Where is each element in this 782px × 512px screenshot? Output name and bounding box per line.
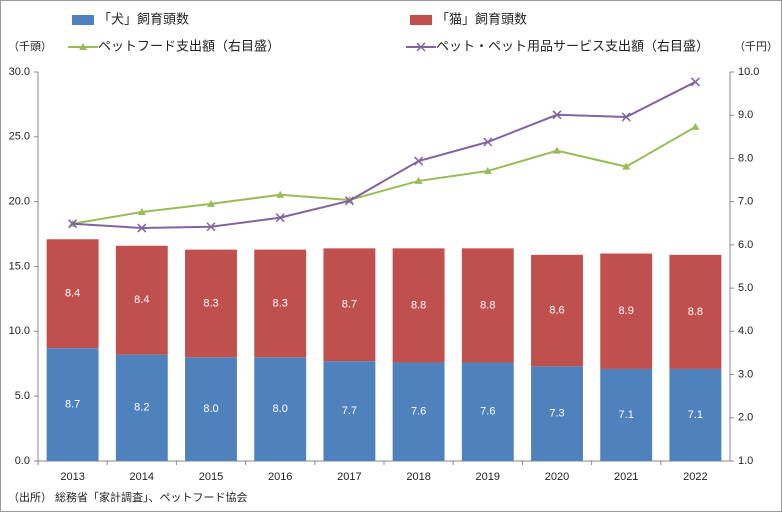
bar-value-label: 7.6	[480, 406, 495, 418]
bar	[254, 249, 307, 358]
y2-tick-label: 10.0	[738, 66, 759, 78]
y2-tick-label: 6.0	[738, 239, 753, 251]
bar	[46, 348, 99, 461]
bar	[669, 254, 722, 369]
bar-value-label: 7.7	[342, 405, 357, 417]
bar-value-label: 8.8	[688, 306, 703, 318]
y2-tick-label: 4.0	[738, 325, 753, 337]
x-tick-label: 2016	[268, 471, 292, 483]
line	[72, 81, 696, 230]
y2-tick-label: 5.0	[738, 282, 753, 294]
y2-unit-label: （千円）	[734, 40, 778, 53]
y-tick-label: 0.0	[15, 455, 30, 467]
bar-value-label: 8.3	[273, 297, 288, 309]
line-marker	[276, 190, 285, 198]
bar	[185, 249, 237, 358]
y-tick-label: 30.0	[9, 66, 30, 78]
x-tick-label: 2018	[406, 471, 430, 483]
bar	[531, 254, 583, 367]
line-marker	[621, 112, 631, 122]
legend-label: ペット・ペット用品サービス支出額（右目盛）	[436, 38, 709, 53]
legend-marker	[416, 42, 426, 52]
x-tick-label: 2020	[545, 471, 569, 483]
y2-tick-label: 9.0	[738, 109, 753, 121]
bar-value-label: 8.4	[134, 294, 149, 306]
bar-value-label: 8.6	[549, 304, 564, 316]
bar-value-label: 8.0	[273, 403, 288, 415]
line-marker	[414, 176, 423, 184]
line-marker	[691, 122, 700, 130]
line-marker	[483, 137, 493, 147]
line-marker	[68, 219, 78, 229]
y2-tick-label: 8.0	[738, 152, 753, 164]
y2-tick-label: 7.0	[738, 196, 753, 208]
bar-value-label: 8.8	[411, 299, 426, 311]
bar	[46, 239, 99, 349]
bar-value-label: 7.3	[549, 408, 564, 420]
y-tick-label: 20.0	[9, 196, 30, 208]
bar-value-label: 7.1	[688, 409, 703, 421]
y-tick-label: 5.0	[15, 390, 30, 402]
line-marker	[275, 213, 285, 223]
legend-swatch	[410, 15, 432, 25]
x-tick-label: 2013	[60, 471, 84, 483]
line-marker	[344, 196, 354, 206]
bar-value-label: 8.2	[134, 402, 149, 414]
line-marker	[206, 222, 216, 232]
bar	[600, 368, 653, 461]
line-marker	[137, 208, 146, 216]
bar-value-label: 7.6	[411, 406, 426, 418]
line	[72, 126, 696, 225]
legend-label: ペットフード支出額（右目盛）	[98, 38, 280, 53]
bar	[531, 366, 583, 461]
bar	[600, 253, 653, 369]
line-marker	[552, 110, 562, 120]
line-marker	[622, 162, 631, 170]
x-tick-label: 2022	[683, 471, 707, 483]
legend-label: 「犬」飼育頭数	[98, 11, 189, 26]
x-tick-label: 2017	[337, 471, 361, 483]
bar-value-label: 8.9	[619, 305, 634, 317]
bar	[323, 361, 376, 461]
bar	[392, 362, 445, 461]
bar	[185, 357, 237, 461]
bar	[461, 362, 514, 461]
bar	[323, 248, 376, 362]
x-tick-label: 2014	[130, 471, 154, 483]
source-note: （出所） 総務省「家計調査」、ペットフード協会	[8, 490, 248, 504]
line-marker	[483, 166, 492, 174]
line-marker	[690, 77, 700, 87]
bar-value-label: 8.4	[65, 288, 80, 300]
bar-value-label: 7.1	[619, 409, 634, 421]
y-tick-label: 25.0	[9, 131, 30, 143]
y-tick-label: 10.0	[9, 325, 30, 337]
y-tick-label: 15.0	[9, 260, 30, 272]
y2-tick-label: 3.0	[738, 368, 753, 380]
bar-value-label: 8.3	[203, 297, 218, 309]
bar	[115, 245, 168, 355]
x-tick-label: 2015	[199, 471, 223, 483]
line-marker	[137, 223, 147, 233]
line-marker	[207, 199, 215, 207]
bar	[669, 368, 722, 461]
legend-marker	[79, 43, 87, 50]
bar	[115, 354, 168, 461]
y2-tick-label: 2.0	[738, 412, 753, 424]
bar-value-label: 8.7	[342, 299, 357, 311]
y2-tick-label: 1.0	[738, 455, 753, 467]
line-marker	[414, 156, 424, 166]
bar-value-label: 8.7	[65, 399, 80, 411]
x-tick-label: 2021	[614, 471, 638, 483]
legend-swatch	[72, 15, 94, 25]
bar	[461, 248, 514, 363]
bar	[254, 357, 307, 461]
bar-value-label: 8.0	[203, 403, 218, 415]
x-tick-label: 2019	[476, 471, 500, 483]
line-marker	[553, 146, 561, 154]
y-unit-label: （千頭）	[8, 40, 52, 53]
bar	[392, 248, 445, 363]
legend-label: 「猫」飼育頭数	[436, 11, 527, 26]
bar-value-label: 8.8	[480, 299, 495, 311]
